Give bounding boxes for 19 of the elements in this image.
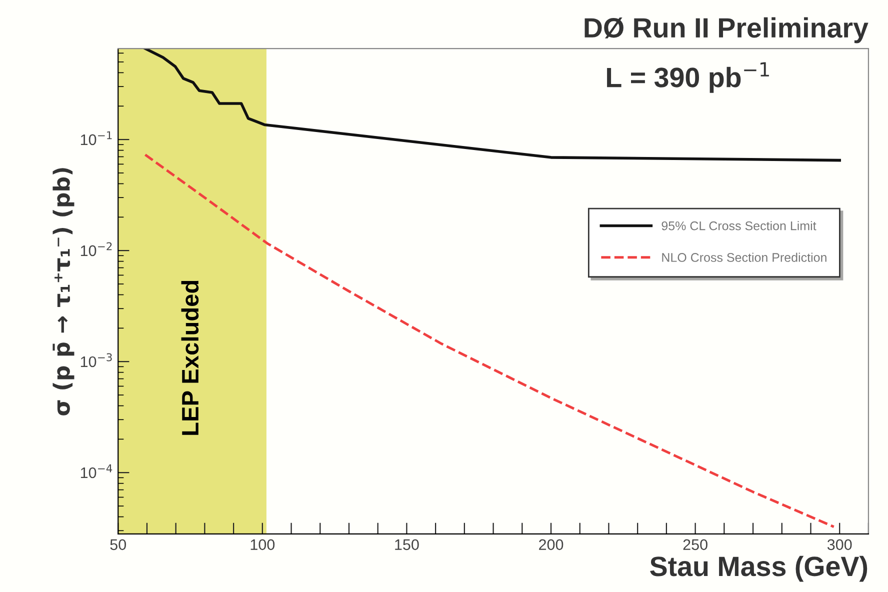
x-tick-label: 150 xyxy=(395,539,419,550)
line-series xyxy=(144,48,841,162)
y-tick-label: 10$^{−2}$ xyxy=(80,242,112,256)
y-tick-label: 10$^{−1}$ xyxy=(80,131,112,146)
annotation: L = 390 pb$^{−1}$ xyxy=(607,62,769,93)
line-series xyxy=(144,153,836,528)
x-axis-title: Stau Mass (GeV) xyxy=(650,556,868,582)
x-tick-label: 250 xyxy=(683,539,708,550)
x-tick-label: 50 xyxy=(110,539,126,550)
x-tick-label: 100 xyxy=(250,539,275,550)
chart-title: DØ Run II Preliminary xyxy=(584,17,868,44)
legend-label: 95% CL Cross Section Limit xyxy=(662,221,816,230)
band-label: LEP Excluded xyxy=(181,280,199,435)
x-tick-label: 200 xyxy=(539,539,564,550)
y-tick-label: 10$^{−3}$ xyxy=(80,353,112,368)
y-tick-label: 10$^{−4}$ xyxy=(80,464,112,478)
legend-label: NLO Cross Section Prediction xyxy=(662,252,826,262)
x-tick-label: 300 xyxy=(827,539,852,550)
y-axis-title: σ (p p̄ → τ₁⁺τ₁⁻) (pb) xyxy=(52,168,74,416)
